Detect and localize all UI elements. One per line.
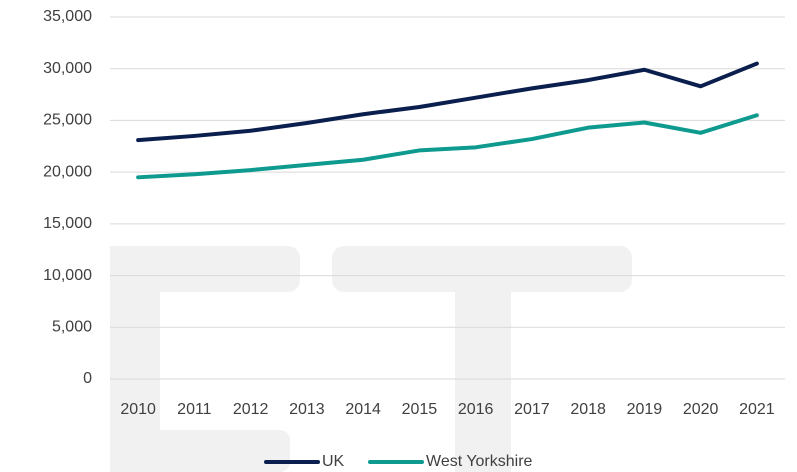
y-tick-label: 10,000 — [43, 267, 92, 284]
line-series — [136, 61, 759, 143]
y-tick-label: 20,000 — [43, 163, 92, 180]
y-tick-label: 25,000 — [43, 112, 92, 129]
x-tick-label: 2015 — [402, 401, 438, 418]
x-tick-label: 2018 — [570, 401, 606, 418]
x-tick-label: 2014 — [345, 401, 381, 418]
x-tick-label: 2017 — [514, 401, 550, 418]
x-tick-label: 2021 — [739, 401, 775, 418]
x-tick-label: 2016 — [458, 401, 494, 418]
y-tick-label: 15,000 — [43, 215, 92, 232]
x-tick-label: 2013 — [289, 401, 325, 418]
x-tick-label: 2019 — [627, 401, 663, 418]
x-tick-label: 2011 — [177, 401, 212, 418]
x-tick-label: 2020 — [683, 401, 719, 418]
watermark — [110, 246, 632, 472]
legend-label: West Yorkshire — [426, 453, 533, 470]
line-series — [136, 113, 759, 180]
legend-label: UK — [322, 453, 345, 470]
y-tick-label: 5,000 — [52, 319, 92, 336]
x-tick-label: 2012 — [233, 401, 269, 418]
y-tick-label: 0 — [83, 370, 92, 387]
x-tick-label: 2010 — [120, 401, 156, 418]
y-tick-label: 30,000 — [43, 60, 92, 77]
y-tick-label: 35,000 — [43, 8, 92, 25]
